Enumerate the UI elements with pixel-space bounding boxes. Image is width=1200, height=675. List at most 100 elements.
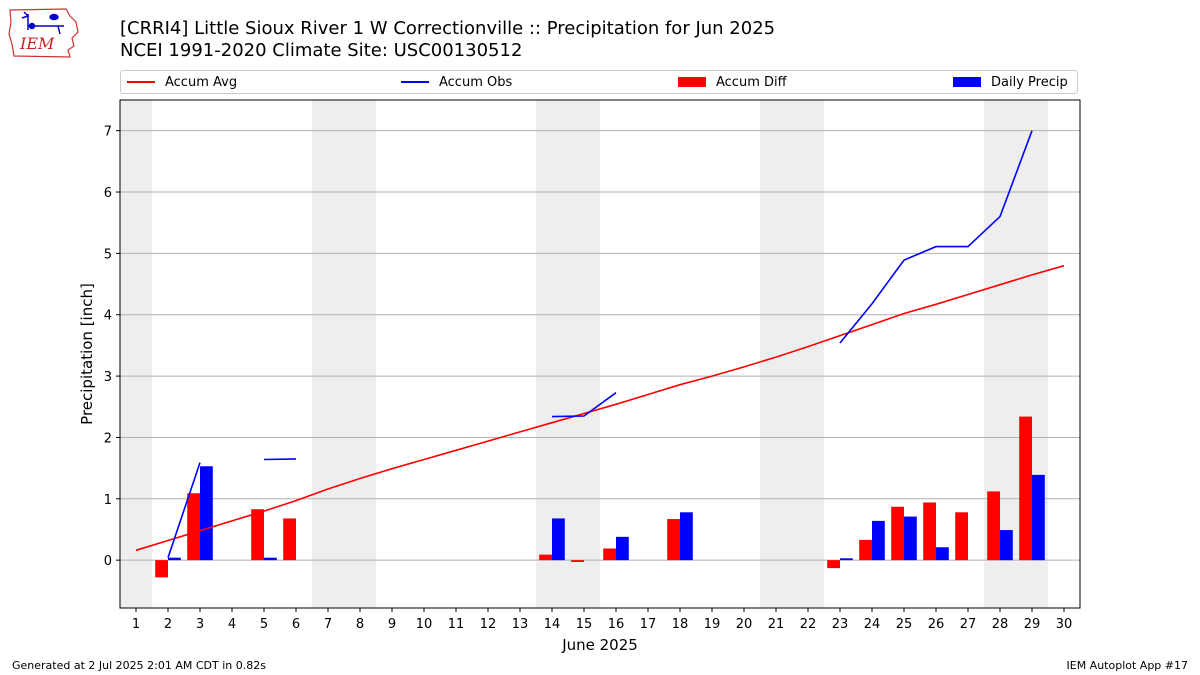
x-tick-label: 16 [608, 617, 625, 632]
x-tick-label: 28 [992, 617, 1009, 632]
daily-precip-bar [1000, 530, 1013, 561]
accum-diff-bar [603, 548, 616, 561]
x-tick-label: 12 [480, 617, 497, 632]
accum-obs-line [551, 392, 617, 418]
accum-diff-bar [955, 512, 968, 561]
legend-label-accum-avg: Accum Avg [165, 74, 238, 90]
daily-precip-bar [264, 557, 277, 561]
x-tick-label: 19 [704, 617, 721, 632]
accum-diff-bar [891, 506, 904, 561]
legend-label-accum-obs: Accum Obs [439, 74, 513, 90]
x-tick-label: 25 [896, 617, 913, 632]
y-tick-label: 7 [104, 125, 112, 140]
weekend-shade [344, 100, 376, 608]
accum-diff-bar [667, 519, 680, 561]
x-tick-label: 21 [768, 617, 785, 632]
chart-subtitle: NCEI 1991-2020 Climate Site: USC00130512 [120, 40, 523, 61]
x-tick-label: 23 [832, 617, 849, 632]
x-tick-label: 10 [416, 617, 433, 632]
x-tick-label: 6 [292, 617, 300, 632]
x-axis-label: June 2025 [561, 636, 638, 654]
daily-precip-bar [1032, 474, 1045, 561]
accum-diff-bar [539, 554, 552, 561]
legend-item-daily-precip: Daily Precip [953, 73, 1068, 91]
accum-diff-bar [1019, 416, 1032, 561]
iem-logo: IEM [8, 8, 79, 58]
accum-diff-bar [571, 560, 584, 562]
daily-precip-bar [552, 518, 565, 561]
daily-precip-bar [840, 558, 853, 561]
plot-frame [119, 99, 1081, 609]
accum-diff-bar [987, 491, 1000, 561]
daily-precip-bar [200, 466, 213, 561]
x-tick-label: 2 [164, 617, 172, 632]
x-tick-label: 13 [512, 617, 529, 632]
accum-avg-line [135, 264, 1065, 552]
y-tick-label: 4 [104, 309, 112, 324]
weather-station-icon [21, 11, 64, 35]
daily-precip-bar [680, 512, 693, 561]
accum-diff-bar [251, 509, 264, 561]
x-tick-label: 1 [132, 617, 140, 632]
x-tick-label: 4 [228, 617, 236, 632]
y-tick-label: 6 [104, 186, 112, 201]
weekend-shade [792, 100, 824, 608]
x-tick-label: 29 [1024, 617, 1041, 632]
accum-diff-bar [187, 493, 200, 561]
y-tick-label: 3 [104, 370, 112, 385]
legend-label-accum-diff: Accum Diff [716, 74, 787, 90]
autoplot-app-label: IEM Autoplot App #17 [1066, 659, 1189, 672]
daily-precip-bar [936, 547, 949, 561]
x-tick-label: 15 [576, 617, 593, 632]
x-tick-label: 8 [356, 617, 364, 632]
x-tick-label: 30 [1056, 617, 1073, 632]
legend-swatch-daily-precip [953, 77, 981, 87]
x-tick-label: 27 [960, 617, 977, 632]
daily-precip-bar [872, 520, 885, 561]
accum-diff-bar [923, 502, 936, 561]
legend-label-daily-precip: Daily Precip [991, 74, 1068, 90]
accum-diff-bar [283, 518, 296, 561]
x-tick-label: 22 [800, 617, 817, 632]
y-tick-label: 1 [104, 493, 112, 508]
x-tick-label: 14 [544, 617, 561, 632]
accum-obs-line [263, 458, 297, 461]
accum-diff-bar [827, 560, 840, 569]
x-tick-label: 17 [640, 617, 657, 632]
legend-swatch-accum-avg [127, 81, 155, 83]
accum-obs-line [839, 130, 1033, 344]
chart-legend: Accum Avg Accum Obs Accum Diff Daily Pre… [120, 70, 1078, 94]
x-tick-label: 7 [324, 617, 332, 632]
accum-diff-bar [859, 539, 872, 561]
x-tick-label: 11 [448, 617, 465, 632]
weekend-shade [120, 100, 152, 608]
legend-swatch-accum-obs [401, 81, 429, 83]
y-tick-label: 2 [104, 431, 112, 446]
chart-title: [CRRI4] Little Sioux River 1 W Correctio… [120, 18, 776, 39]
x-tick-label: 18 [672, 617, 689, 632]
legend-item-accum-diff: Accum Diff [678, 73, 787, 91]
legend-item-accum-avg: Accum Avg [127, 73, 237, 91]
iowa-state-outline [8, 8, 79, 58]
logo-text: IEM [19, 34, 55, 53]
x-tick-label: 24 [864, 617, 881, 632]
generated-timestamp: Generated at 2 Jul 2025 2:01 AM CDT in 0… [12, 659, 266, 672]
x-tick-label: 9 [388, 617, 396, 632]
daily-precip-bar [168, 557, 181, 561]
y-tick-label: 5 [104, 247, 112, 262]
y-axis-label: Precipitation [inch] [78, 283, 96, 425]
legend-swatch-accum-diff [678, 77, 706, 87]
accum-diff-bar [155, 560, 168, 578]
x-tick-label: 3 [196, 617, 204, 632]
accum-obs-line [167, 462, 201, 558]
weekend-shade [312, 100, 344, 608]
daily-precip-bar [616, 536, 629, 561]
legend-item-accum-obs: Accum Obs [401, 73, 512, 91]
x-tick-label: 20 [736, 617, 753, 632]
x-tick-label: 26 [928, 617, 945, 632]
y-tick-label: 0 [104, 554, 112, 569]
x-tick-label: 5 [260, 617, 268, 632]
daily-precip-bar [904, 516, 917, 561]
weekend-shade [568, 100, 600, 608]
